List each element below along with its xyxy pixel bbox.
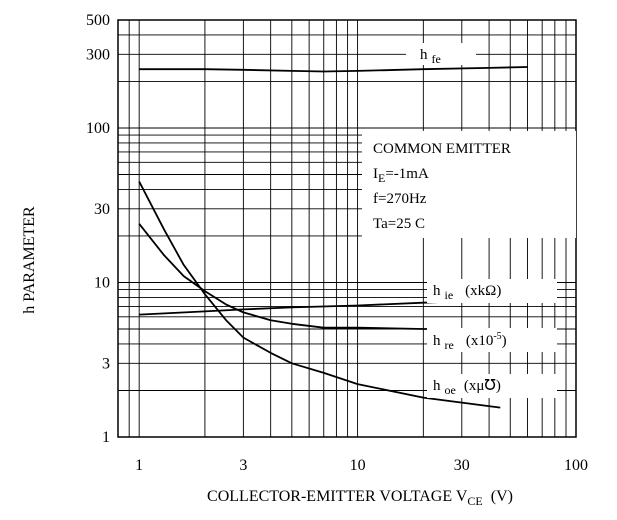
series-lines (138, 66, 528, 409)
annotation-line-3: f=270Hz (373, 191, 427, 207)
annotation-line-2: IE=-1mA (373, 166, 429, 185)
series-label-unit: (x10 (466, 333, 494, 349)
x-tick-label: 100 (564, 457, 588, 474)
y-axis-label-wrap: h PARAMETER (20, 160, 40, 360)
series-label-bg-2 (427, 328, 557, 352)
annotation-line-1: COMMON EMITTER (373, 141, 511, 157)
x-axis-label-subscript: CE (467, 494, 483, 509)
series-label-unit-close: ) (502, 333, 507, 349)
y-tick-label: 500 (86, 12, 110, 29)
series-label-hfe: h fe (420, 47, 441, 66)
series-label-sub: fe (432, 52, 441, 66)
y-tick-label: 30 (94, 201, 110, 218)
y-tick-label: 100 (86, 120, 110, 137)
x-axis-label-unit: (V) (490, 488, 513, 505)
series-label-bg-3 (427, 374, 557, 398)
series-label-sub: re (445, 338, 454, 352)
y-axis-label: h PARAMETER (21, 206, 38, 314)
x-tick-label: 10 (350, 457, 366, 474)
y-tick-label: 300 (86, 46, 110, 63)
annotation-line-4: Ta=25 C (373, 216, 425, 232)
annotation-box: COMMON EMITTER IE=-1mA f=270Hz Ta=25 C (362, 131, 576, 238)
series-label-bg-0 (406, 43, 476, 65)
series-label-sup: -5 (493, 331, 501, 342)
annotation-line-2-sub: E (378, 171, 385, 185)
annotation-line-2-i: I (373, 166, 378, 182)
x-axis-label-text: COLLECTOR-EMITTER VOLTAGE V (207, 488, 468, 505)
series-label-bg-1 (427, 279, 557, 303)
series-label-hre: h re (x10-5) (433, 331, 507, 352)
series-label-sub: ie (445, 288, 454, 302)
axis-ticks: 1 3 10 30 100 1 3 10 30 100 300 500 (86, 12, 588, 474)
series-labels: h feh ie (xkΩ)h re (x10-5)h oe (xμ℧) (406, 43, 557, 398)
x-tick-label: 1 (135, 457, 143, 474)
x-tick-label: 30 (454, 457, 470, 474)
series-line-2 (138, 223, 501, 330)
series-label-hoe: h oe (xμ℧) (433, 378, 501, 397)
series-label-sub: oe (445, 383, 456, 397)
series-line-0 (139, 66, 528, 73)
y-tick-label: 3 (102, 355, 110, 372)
series-label-main: h (433, 283, 441, 299)
series-label-main: h (420, 47, 428, 63)
x-tick-label: 3 (239, 457, 247, 474)
series-label-unit: (xkΩ) (465, 283, 501, 299)
annotation-box-bg (362, 131, 576, 238)
series-label-main: h (433, 378, 441, 394)
y-tick-label: 10 (94, 274, 110, 291)
annotation-line-2-rest: =-1mA (385, 166, 429, 182)
series-label-hie: h ie (xkΩ) (433, 283, 501, 302)
series-line-3 (138, 181, 501, 409)
series-label-main: h (433, 333, 441, 349)
series-label-unit: (xμ℧) (464, 378, 501, 394)
y-tick-label: 1 (102, 429, 110, 446)
x-axis-label: COLLECTOR-EMITTER VOLTAGE VCE (V) (140, 488, 580, 509)
